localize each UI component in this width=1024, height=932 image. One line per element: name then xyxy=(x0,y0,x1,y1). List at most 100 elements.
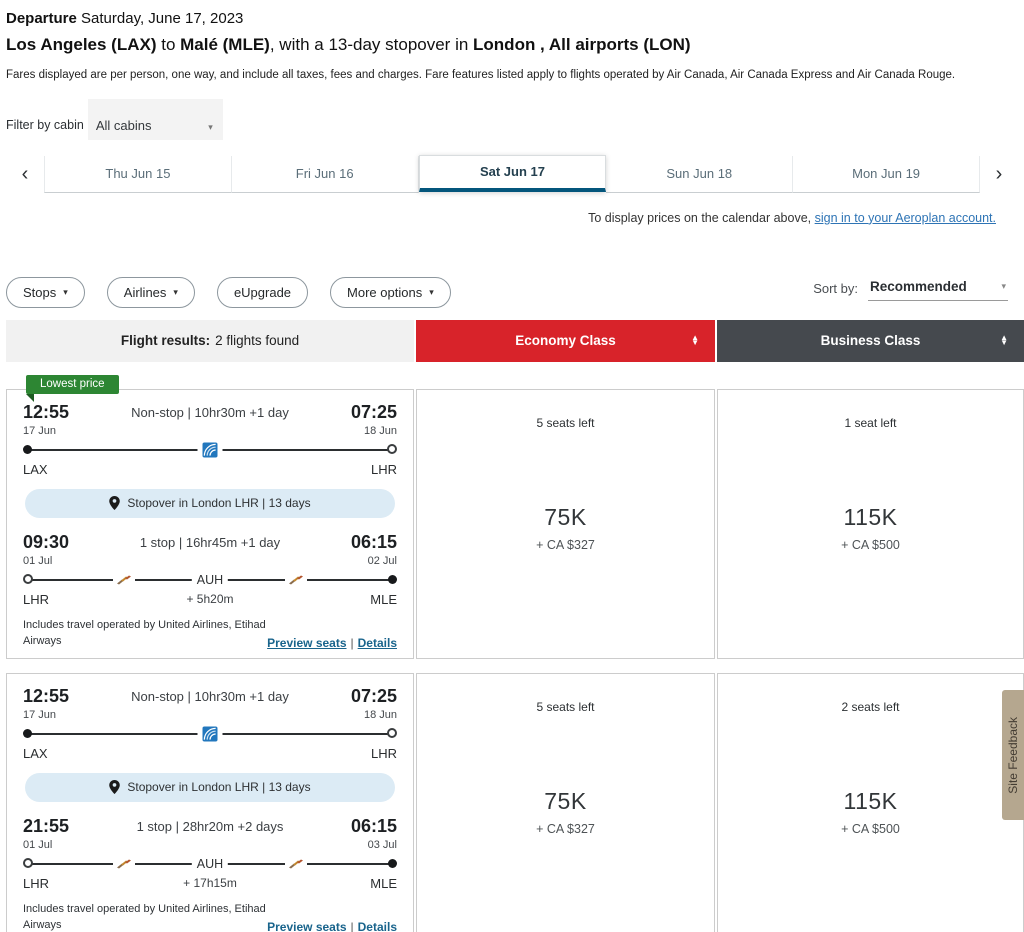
arrival-time: 06:15 xyxy=(350,531,397,552)
preview-seats-link[interactable]: Preview seats xyxy=(267,919,347,932)
stops-filter-button[interactable]: Stops ▾ xyxy=(6,276,85,308)
sort-arrows-icon: ▲ ▼ xyxy=(1000,332,1008,347)
chevron-down-icon: ▾ xyxy=(208,121,213,132)
arrival-date: 18 Jun xyxy=(363,424,397,437)
connection-airport-code: AUH xyxy=(191,574,229,587)
origin-code: LHR xyxy=(23,591,50,607)
origin-code: LAX xyxy=(23,745,48,761)
departure-date: 17 Jun xyxy=(23,424,57,437)
destination-dot xyxy=(387,728,397,739)
segment-lhr-mle: 21:55 01 Jul 1 stop | 28hr20m +2 days 06:… xyxy=(23,816,397,891)
sort-control: Sort by: Recommended ▾ xyxy=(813,277,1018,301)
eupgrade-filter-button[interactable]: eUpgrade xyxy=(216,276,309,308)
tab-mon-jun-19[interactable]: Mon Jun 19 xyxy=(793,155,980,193)
cash-price: + CA $327 xyxy=(536,821,595,836)
flight-timeline: AUH xyxy=(23,571,397,589)
flight-results-count: 2 flights found xyxy=(215,333,300,349)
destination-code: LHR xyxy=(370,745,397,761)
economy-fare-cell[interactable]: 5 seats left 75K + CA $327 xyxy=(416,672,715,932)
sort-select[interactable]: Recommended ▾ xyxy=(868,277,1008,301)
lowest-price-badge: Lowest price xyxy=(26,374,119,402)
cash-price: + CA $327 xyxy=(536,537,595,552)
filters-toolbar: Stops ▾ Airlines ▾ eUpgrade More options ▾ … xyxy=(6,276,1018,308)
cabin-filter-label: Filter by cabin xyxy=(6,117,84,132)
layover-duration: + 17h15m xyxy=(183,875,237,890)
operated-by-note: Includes travel operated by United Airli… xyxy=(23,902,266,932)
destination-code: MLE xyxy=(370,591,397,607)
map-pin-icon xyxy=(109,496,121,511)
origin-dot xyxy=(23,728,32,738)
economy-fare-cell[interactable]: 5 seats left 75K + CA $327 xyxy=(416,388,715,659)
destination-dot xyxy=(388,574,397,584)
chevron-down-icon: ▾ xyxy=(429,286,434,297)
arrival-time: 07:25 xyxy=(350,401,397,422)
flight-result-row-1: Lowest price 12:55 17 Jun Non-stop | 10hr… xyxy=(6,374,1024,659)
stopover-pill: Stopover in London LHR | 13 days xyxy=(25,488,395,518)
etihad-airways-logo-icon xyxy=(112,575,135,585)
site-feedback-label: Site Feedback xyxy=(1006,716,1020,794)
airlines-filter-button[interactable]: Airlines ▾ xyxy=(106,276,195,308)
connection-airport-code: AUH xyxy=(191,858,229,871)
arrival-date: 03 Jul xyxy=(367,838,397,851)
calendar-prev-button[interactable]: ‹ xyxy=(6,155,44,193)
sort-arrows-icon: ▲ ▼ xyxy=(691,332,699,347)
route-destination: Malé (MLE) xyxy=(180,35,270,54)
destination-dot xyxy=(387,444,397,455)
results-header-row: Flight results: 2 flights found Economy C… xyxy=(6,319,1024,362)
origin-dot xyxy=(23,444,32,454)
origin-code: LHR xyxy=(23,875,50,891)
destination-code: MLE xyxy=(370,875,397,891)
calendar-next-button[interactable]: › xyxy=(979,155,1018,193)
united-airlines-logo-icon xyxy=(197,726,223,742)
business-class-header[interactable]: Business Class ▲ ▼ xyxy=(717,319,1024,362)
cabin-filter-select[interactable]: All cabins ▾ xyxy=(87,98,223,140)
business-fare-cell[interactable]: 2 seats left 115K + CA $500 xyxy=(717,672,1024,932)
cabin-filter-value: All cabins xyxy=(95,117,152,133)
tab-sat-jun-17-selected[interactable]: Sat Jun 17 xyxy=(418,154,607,192)
departure-date: Saturday, June 17, 2023 xyxy=(81,10,244,27)
more-options-filter-button[interactable]: More options ▾ xyxy=(330,276,451,308)
economy-class-header[interactable]: Economy Class ▲ ▼ xyxy=(416,319,715,362)
segment-summary: 1 stop | 28hr20m +2 days xyxy=(136,818,284,834)
tab-fri-jun-16[interactable]: Fri Jun 16 xyxy=(231,155,419,193)
arrival-time: 06:15 xyxy=(350,815,397,836)
etihad-airways-logo-icon xyxy=(285,859,308,869)
departure-time: 09:30 xyxy=(23,531,70,552)
layover-duration: + 5h20m xyxy=(186,591,234,606)
map-pin-icon xyxy=(109,780,121,795)
site-feedback-tab[interactable]: Site Feedback xyxy=(1002,690,1024,820)
seats-left: 2 seats left xyxy=(841,699,900,714)
departure-heading: Departure Saturday, June 17, 2023 xyxy=(6,10,1018,27)
business-fare-cell[interactable]: 1 seat left 115K + CA $500 xyxy=(717,388,1024,659)
date-tabs-bar: ‹ Thu Jun 15 Fri Jun 16 Sat Jun 17 Sun J… xyxy=(6,154,1018,193)
origin-dot xyxy=(23,574,33,585)
segment-lax-lhr: 12:55 17 Jun Non-stop | 10hr30m +1 day 07… xyxy=(23,686,397,761)
segment-lax-lhr: 12:55 17 Jun Non-stop | 10hr30m +1 day 07… xyxy=(23,402,397,477)
details-link[interactable]: Details xyxy=(357,635,397,650)
segment-summary: Non-stop | 10hr30m +1 day xyxy=(131,688,289,704)
route-heading: Los Angeles (LAX) to Malé (MLE), with a … xyxy=(6,35,691,54)
destination-code: LHR xyxy=(370,461,397,477)
preview-seats-link[interactable]: Preview seats xyxy=(267,635,347,650)
chevron-down-icon: ▾ xyxy=(63,286,68,297)
origin-code: LAX xyxy=(23,461,48,477)
cabin-filter-row: Filter by cabin All cabins ▾ xyxy=(6,98,1018,140)
segment-summary: Non-stop | 10hr30m +1 day xyxy=(131,404,289,420)
operated-by-note: Includes travel operated by United Airli… xyxy=(23,618,266,648)
sort-by-label: Sort by: xyxy=(813,281,858,297)
signin-prompt: To display prices on the calendar above,… xyxy=(588,210,996,225)
route-stopover-city: London , All airports (LON) xyxy=(473,35,691,54)
itinerary-card: 12:55 17 Jun Non-stop | 10hr30m +1 day 07… xyxy=(6,672,414,932)
tab-thu-jun-15[interactable]: Thu Jun 15 xyxy=(44,155,232,193)
seats-left: 5 seats left xyxy=(536,415,595,430)
tab-sun-jun-18[interactable]: Sun Jun 18 xyxy=(606,155,794,193)
departure-date: 01 Jul xyxy=(23,554,53,567)
departure-time: 12:55 xyxy=(23,401,70,422)
aeroplan-signin-link[interactable]: sign in to your Aeroplan account. xyxy=(814,210,996,225)
arrival-date: 02 Jul xyxy=(367,554,397,567)
details-link[interactable]: Details xyxy=(357,919,397,932)
flight-results-summary: Flight results: 2 flights found xyxy=(6,319,414,362)
points-price: 75K xyxy=(544,787,587,814)
flight-timeline: AUH xyxy=(23,855,397,873)
points-price: 115K xyxy=(843,503,898,530)
